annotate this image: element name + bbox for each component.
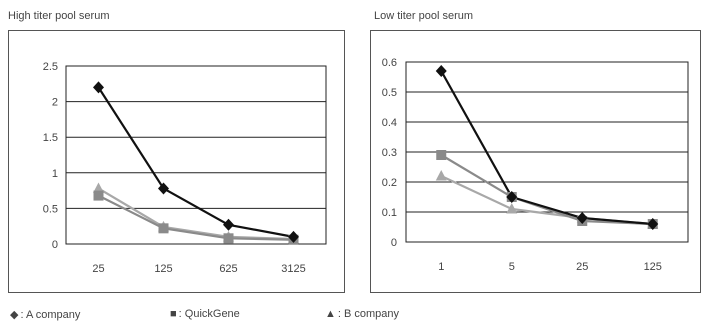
data-point-diamond <box>93 81 104 94</box>
y-tick-label: 0.5 <box>382 87 397 99</box>
y-tick-label: 0 <box>52 239 58 251</box>
y-tick-label: 0.6 <box>382 57 397 69</box>
chart-2-frame <box>370 30 701 293</box>
x-tick-label: 1 <box>438 261 444 273</box>
y-tick-label: 0.4 <box>382 117 397 129</box>
y-tick-label: 0.5 <box>43 203 58 215</box>
y-tick-label: 1 <box>52 168 58 180</box>
data-point-diamond <box>506 191 518 203</box>
x-tick-label: 625 <box>219 263 237 275</box>
legend-a-company: ◆ : A company <box>10 308 81 322</box>
x-tick-label: 3125 <box>281 263 305 275</box>
y-tick-label: 2 <box>52 97 58 109</box>
legend-quickgene: ■ : QuickGene <box>170 308 240 320</box>
series-line-square <box>98 194 294 241</box>
data-point-square <box>436 150 447 160</box>
legend-label: : B company <box>337 308 400 320</box>
series-line-diamond <box>440 70 653 226</box>
data-point-diamond <box>435 65 447 77</box>
y-tick-label: 0.2 <box>382 177 397 189</box>
data-point-square <box>93 190 104 201</box>
y-tick-label: 0.1 <box>382 207 397 219</box>
chart-1-frame <box>8 30 345 293</box>
y-tick-label: 1.5 <box>43 132 58 144</box>
square-icon: ■ <box>170 308 177 320</box>
x-tick-label: 5 <box>509 261 515 273</box>
x-tick-label: 25 <box>576 261 588 273</box>
data-point-diamond <box>647 218 659 230</box>
y-tick-label: 0 <box>391 237 397 249</box>
data-point-triangle <box>435 170 447 181</box>
data-point-diamond <box>158 182 169 195</box>
x-tick-label: 125 <box>644 261 662 273</box>
data-point-square <box>223 233 234 244</box>
legend-label: : QuickGene <box>178 308 240 320</box>
data-point-diamond <box>576 212 588 224</box>
diamond-icon: ◆ <box>10 309 19 321</box>
data-point-triangle <box>93 182 104 193</box>
series-line-diamond <box>97 86 294 238</box>
data-point-diamond <box>223 218 234 231</box>
y-tick-label: 2.5 <box>43 61 58 73</box>
legend-label: : A company <box>20 308 81 321</box>
series-line-triangle <box>440 175 653 226</box>
legend-b-company: ▲ : B company <box>325 308 399 320</box>
chart-1-title: High titer pool serum <box>8 10 110 22</box>
chart-2-title: Low titer pool serum <box>374 10 474 22</box>
data-point-diamond <box>288 230 299 243</box>
data-point-square <box>158 223 169 234</box>
plot-area-border <box>65 65 327 245</box>
triangle-icon: ▲ <box>325 308 336 320</box>
plot-area-border <box>405 61 689 243</box>
x-tick-label: 25 <box>92 263 104 275</box>
data-point-triangle <box>506 203 518 214</box>
series-line-square <box>440 154 653 226</box>
x-tick-label: 125 <box>154 263 172 275</box>
y-tick-label: 0.3 <box>382 147 397 159</box>
